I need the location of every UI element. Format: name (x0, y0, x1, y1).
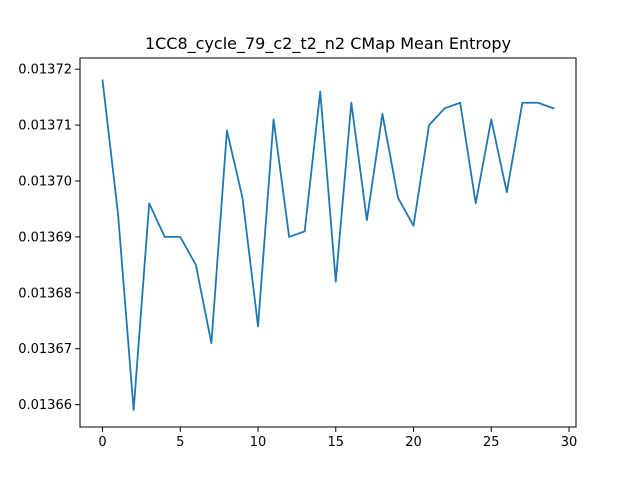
chart-title: 1CC8_cycle_79_c2_t2_n2 CMap Mean Entropy (145, 34, 511, 54)
x-tick-label: 10 (250, 435, 267, 450)
y-tick-label: 0.01371 (18, 119, 72, 134)
y-tick-label: 0.01369 (18, 230, 72, 245)
x-tick-label: 0 (98, 435, 106, 450)
x-tick-label: 15 (328, 435, 345, 450)
y-tick-label: 0.01370 (18, 175, 72, 190)
x-tick-label: 25 (483, 435, 500, 450)
plot-area (101, 79, 555, 412)
axes: 0 5 10 15 20 25 30 0.01366 0.01367 0.01368 0.01369… (18, 57, 578, 450)
x-tick-label: 20 (405, 435, 422, 450)
series-line-0 (101, 79, 555, 412)
y-tick-label: 0.01367 (18, 342, 72, 357)
x-tick-label: 5 (176, 435, 184, 450)
y-tick-label: 0.01366 (18, 398, 72, 413)
y-tick-label: 0.01368 (18, 286, 72, 301)
y-tick-label: 0.01372 (18, 63, 72, 78)
axes-frame (79, 57, 577, 428)
x-tick-label: 30 (561, 435, 578, 450)
